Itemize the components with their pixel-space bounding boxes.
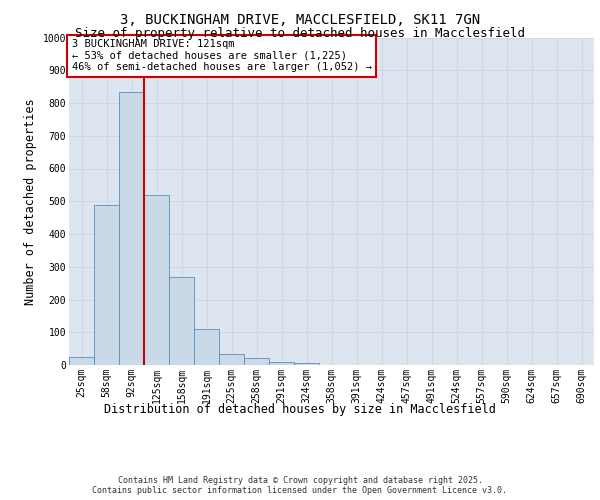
- Text: Contains HM Land Registry data © Crown copyright and database right 2025.
Contai: Contains HM Land Registry data © Crown c…: [92, 476, 508, 495]
- Text: Distribution of detached houses by size in Macclesfield: Distribution of detached houses by size …: [104, 402, 496, 415]
- Bar: [219, 354, 244, 365]
- Bar: [94, 204, 119, 365]
- Bar: [69, 357, 94, 365]
- Bar: [194, 329, 219, 365]
- Text: 3 BUCKINGHAM DRIVE: 121sqm
← 53% of detached houses are smaller (1,225)
46% of s: 3 BUCKINGHAM DRIVE: 121sqm ← 53% of deta…: [71, 39, 371, 72]
- Bar: [169, 276, 194, 365]
- Bar: [294, 364, 319, 365]
- Y-axis label: Number of detached properties: Number of detached properties: [24, 98, 37, 304]
- Bar: [244, 358, 269, 365]
- Text: 3, BUCKINGHAM DRIVE, MACCLESFIELD, SK11 7GN: 3, BUCKINGHAM DRIVE, MACCLESFIELD, SK11 …: [120, 12, 480, 26]
- Bar: [269, 362, 294, 365]
- Bar: [144, 194, 169, 365]
- Bar: [119, 92, 144, 365]
- Text: Size of property relative to detached houses in Macclesfield: Size of property relative to detached ho…: [75, 28, 525, 40]
